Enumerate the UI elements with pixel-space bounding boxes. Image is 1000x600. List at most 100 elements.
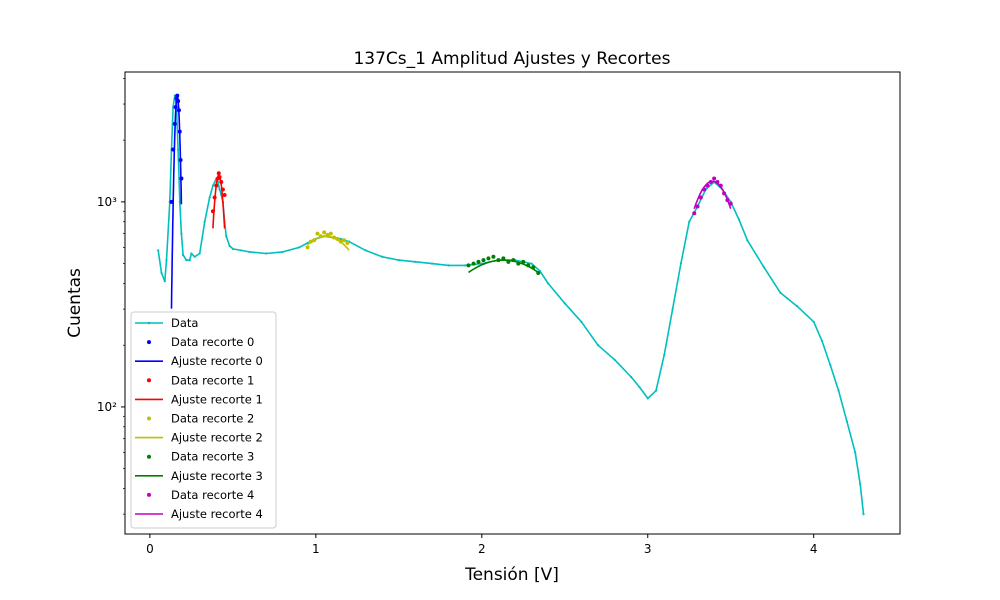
recorte-3-point	[506, 259, 511, 264]
x-axis: 0 1 2 3 4	[146, 534, 818, 556]
data-point	[746, 239, 749, 242]
recorte-2-point	[345, 241, 350, 246]
recorte-2-point	[338, 239, 343, 244]
recorte-4-point	[718, 183, 723, 188]
data-point	[563, 302, 566, 305]
data-point	[160, 271, 163, 275]
data-point	[845, 420, 848, 423]
data-point	[180, 232, 183, 235]
recorte-4-point	[725, 198, 730, 203]
recorte-4-point	[712, 176, 717, 181]
legend-label: Ajuste recorte 4	[171, 507, 263, 521]
legend-box	[130, 311, 277, 529]
data-point	[177, 148, 180, 151]
data-point	[203, 220, 206, 223]
data-point	[779, 291, 782, 294]
data-point	[796, 305, 799, 308]
recorte-1-point	[220, 187, 225, 192]
data-point	[364, 249, 367, 252]
recorte-4-point	[695, 204, 700, 209]
data-point	[298, 246, 301, 249]
data-point	[663, 353, 666, 356]
data-point	[185, 259, 188, 262]
x-tick-label: 4	[810, 542, 818, 556]
recorte-2-point	[318, 234, 323, 239]
data-point	[530, 262, 533, 265]
x-tick-label: 1	[312, 542, 320, 556]
data-point	[859, 483, 862, 486]
recorte-4-point	[715, 180, 720, 185]
data-point	[193, 255, 196, 258]
recorte-4-point	[728, 201, 733, 206]
data-point	[181, 254, 185, 257]
legend-dot-swatch	[147, 454, 151, 459]
data-point	[163, 280, 166, 283]
legend-dot-swatch	[147, 492, 151, 497]
legend-dot-swatch	[147, 340, 151, 345]
legend-dot-swatch	[147, 416, 151, 421]
data-point	[228, 244, 231, 247]
data-point	[630, 375, 633, 379]
legend-label: Ajuste recorte 2	[171, 431, 263, 445]
recorte-1-point	[219, 180, 224, 185]
legend-label: Ajuste recorte 1	[171, 392, 263, 406]
data-point	[165, 259, 168, 262]
recorte-3-point	[496, 258, 501, 263]
recorte-1-point	[217, 175, 222, 180]
recorte-0-point	[169, 199, 174, 204]
y-tick-label: 10³	[97, 195, 117, 209]
recorte-3-point	[521, 259, 526, 264]
data-point	[464, 264, 467, 267]
y-axis-label: Cuentas	[65, 268, 85, 338]
data-point	[737, 218, 741, 221]
recorte-2-point	[322, 230, 327, 235]
recorte-3-point	[531, 265, 536, 270]
y-tick-label: 10²	[97, 400, 117, 414]
recorte-2-point	[332, 235, 337, 240]
data-point	[264, 252, 268, 255]
plot-frame	[124, 71, 901, 535]
data-point	[837, 389, 840, 392]
recorte-0-point	[172, 121, 177, 126]
recorte-0-point	[173, 105, 178, 110]
recorte-4-point	[705, 183, 710, 188]
recorte-2-point	[325, 232, 330, 237]
recorte-4-point	[708, 180, 713, 185]
recorte-3-point	[486, 256, 491, 261]
data-point	[157, 249, 160, 252]
recorte-0-point	[171, 147, 176, 152]
data-point	[638, 385, 641, 389]
recorte-4-point	[722, 191, 727, 196]
legend-label: Ajuste recorte 0	[171, 354, 263, 368]
recorte-1-point	[212, 195, 217, 200]
data-point	[414, 260, 417, 263]
legend-label: Data recorte 1	[171, 373, 254, 387]
legend-label: Ajuste recorte 3	[171, 469, 263, 483]
recorte-3-point	[466, 263, 471, 268]
data-point	[208, 196, 211, 199]
recorte-2-point	[305, 245, 310, 250]
x-tick-label: 0	[146, 542, 154, 556]
recorte-1-point	[214, 183, 219, 188]
recorte-2-point	[308, 239, 313, 244]
recorte-2-point	[312, 238, 317, 243]
recorte-0-point	[176, 99, 181, 104]
data-point	[762, 266, 766, 269]
data-point	[225, 235, 228, 238]
recorte-3-point	[526, 263, 531, 268]
data-point	[447, 264, 450, 267]
recorte-3-point	[491, 254, 496, 259]
data-point	[188, 259, 191, 262]
data-point	[829, 363, 832, 367]
recorte-2-point	[335, 236, 340, 241]
x-axis-label: Tensión [V]	[464, 565, 559, 585]
data-point	[862, 513, 865, 516]
legend-dot-swatch	[147, 321, 151, 325]
recorte-2-point	[328, 231, 333, 236]
data-point	[671, 307, 674, 311]
data-point	[240, 249, 243, 252]
recorte-3-point	[536, 270, 541, 275]
data-point	[596, 344, 600, 347]
data-point	[646, 397, 649, 400]
